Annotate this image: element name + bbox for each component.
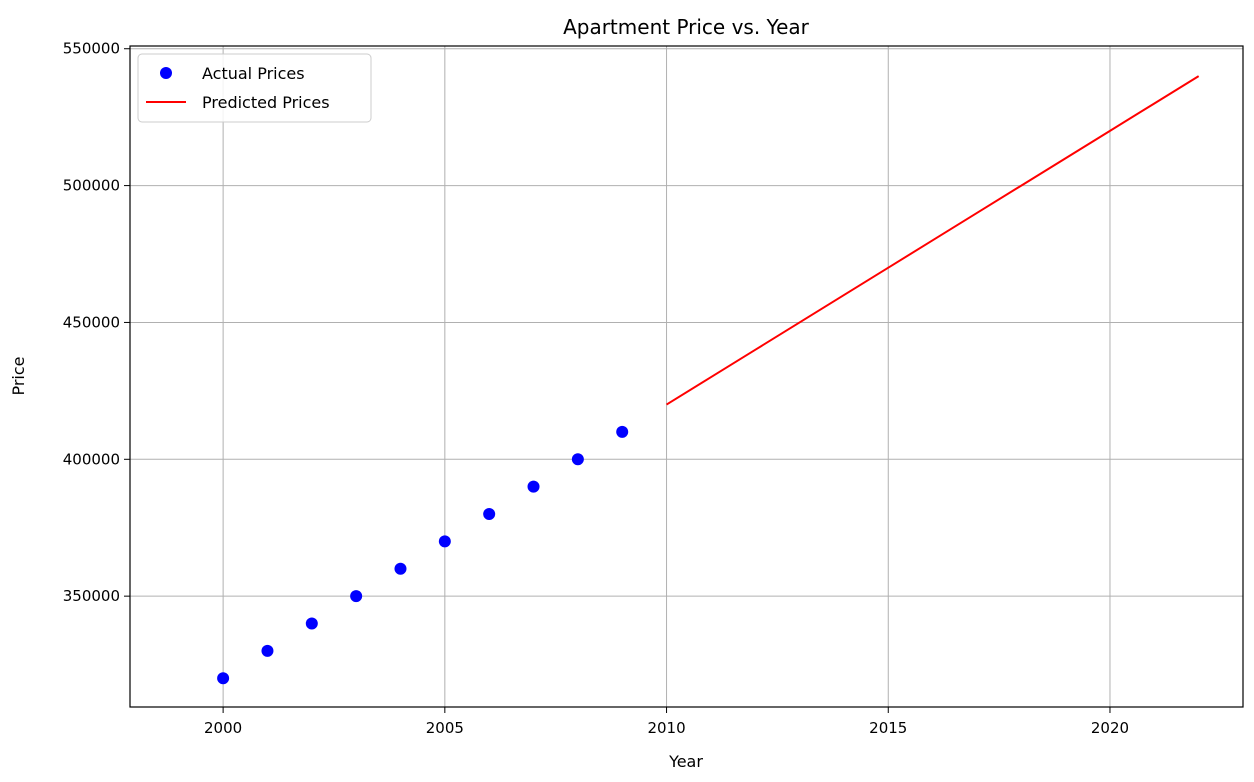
- y-tick-label: 350000: [63, 587, 120, 605]
- x-axis-label: Year: [668, 752, 703, 771]
- legend: Actual Prices Predicted Prices: [137, 53, 372, 123]
- chart-title: Apartment Price vs. Year: [563, 15, 810, 39]
- legend-label: Predicted Prices: [202, 93, 330, 112]
- x-tick-label: 2005: [426, 719, 464, 737]
- actual-price-point: [438, 535, 451, 548]
- actual-price-point: [305, 617, 318, 630]
- predicted-prices-line: [666, 75, 1200, 406]
- legend-marker-swatch: [160, 67, 172, 79]
- y-tick-label: 500000: [63, 177, 120, 195]
- y-tick-label: 450000: [63, 313, 120, 331]
- actual-price-point: [571, 453, 584, 466]
- actual-price-point: [350, 590, 363, 603]
- actual-price-point: [616, 425, 629, 438]
- chart-marks: [217, 75, 1200, 685]
- y-tick-label: 400000: [63, 450, 120, 468]
- legend-label: Actual Prices: [202, 64, 305, 83]
- actual-price-point: [483, 508, 496, 521]
- grid: [130, 46, 1243, 707]
- actual-price-point: [527, 480, 540, 493]
- legend-box: [137, 53, 372, 123]
- x-tick-label: 2020: [1091, 719, 1129, 737]
- actual-price-point: [217, 672, 230, 685]
- actual-price-point: [394, 562, 407, 575]
- actual-price-point: [261, 644, 274, 657]
- plot-frame: [129, 45, 1244, 708]
- x-tick-label: 2010: [647, 719, 685, 737]
- y-axis-label: Price: [9, 356, 28, 395]
- y-tick-label: 550000: [63, 40, 120, 58]
- y-axis: 350000 400000 450000 500000 550000: [63, 40, 130, 605]
- x-axis: 2000 2005 2010 2015 2020: [204, 707, 1129, 737]
- x-tick-label: 2000: [204, 719, 242, 737]
- x-tick-label: 2015: [869, 719, 907, 737]
